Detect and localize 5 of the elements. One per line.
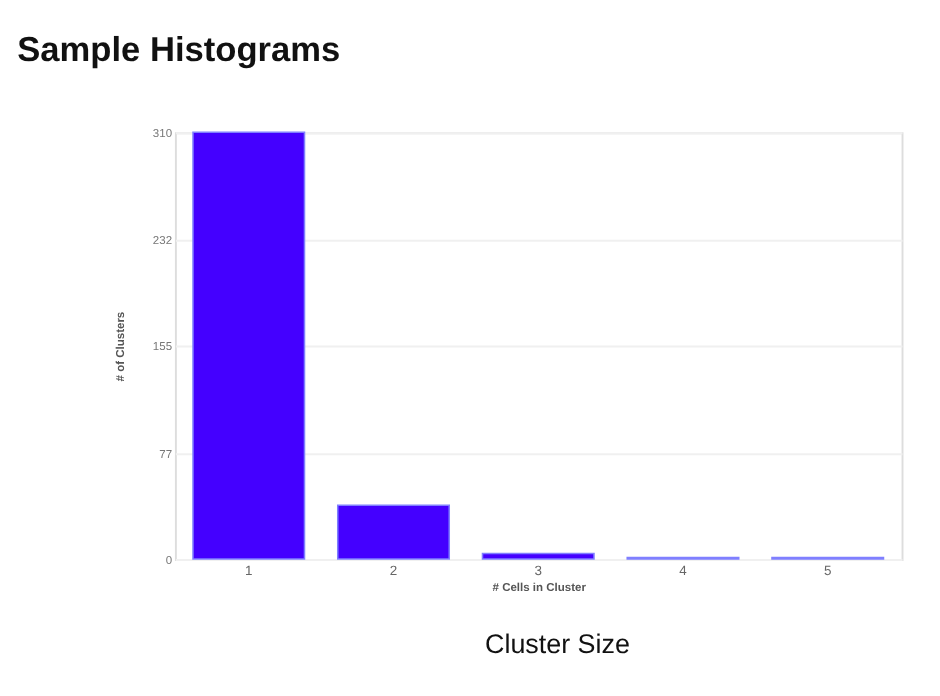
bar [192, 131, 306, 560]
bar [481, 552, 595, 560]
text: Cluster Size [485, 629, 630, 660]
chart-title: Sample Histograms [17, 29, 341, 70]
bar [336, 504, 451, 560]
